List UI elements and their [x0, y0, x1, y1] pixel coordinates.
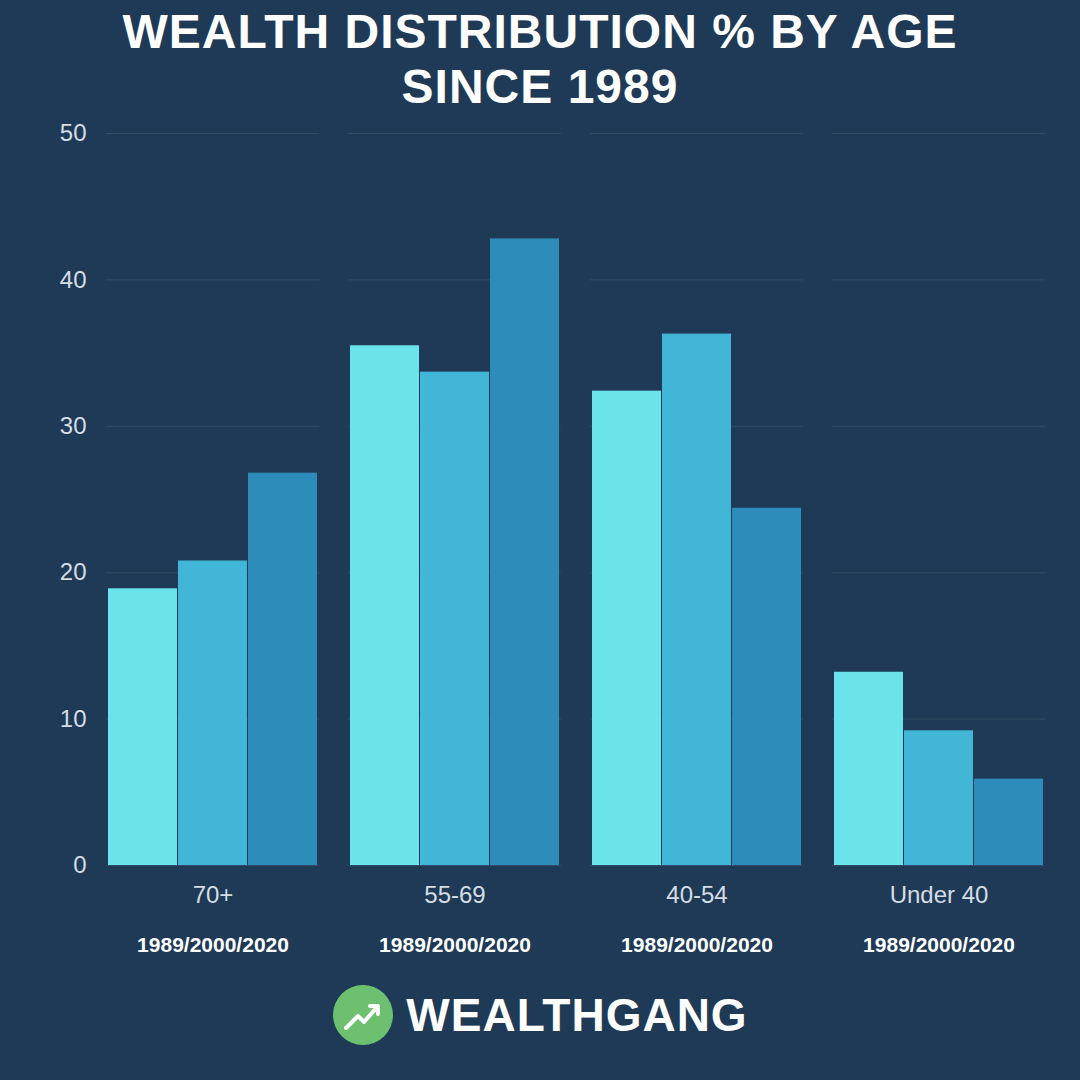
svg-text:1989/2000/2020: 1989/2000/2020	[863, 933, 1015, 956]
svg-text:1989/2000/2020: 1989/2000/2020	[379, 933, 531, 956]
svg-text:0: 0	[73, 851, 86, 878]
html-text:WEALTHGANG: WEALTHGANG	[406, 989, 748, 1041]
svg-text:40-54: 40-54	[666, 881, 727, 908]
svg-text:70+: 70+	[193, 881, 234, 908]
svg-text:30: 30	[60, 412, 87, 439]
svg-text:1989/2000/2020: 1989/2000/2020	[137, 933, 289, 956]
svg-text:55-69: 55-69	[424, 881, 485, 908]
svg-text:1989/2000/2020: 1989/2000/2020	[621, 933, 773, 956]
svg-text:50: 50	[60, 119, 87, 146]
svg-text:Under 40: Under 40	[890, 881, 989, 908]
svg-text:20: 20	[60, 558, 87, 585]
svg-text:10: 10	[60, 705, 87, 732]
html-text:WEALTH DISTRIBUTION % BY AGE S: WEALTH DISTRIBUTION % BY AGE SINCE 1989	[122, 5, 958, 114]
svg-text:40: 40	[60, 266, 87, 293]
